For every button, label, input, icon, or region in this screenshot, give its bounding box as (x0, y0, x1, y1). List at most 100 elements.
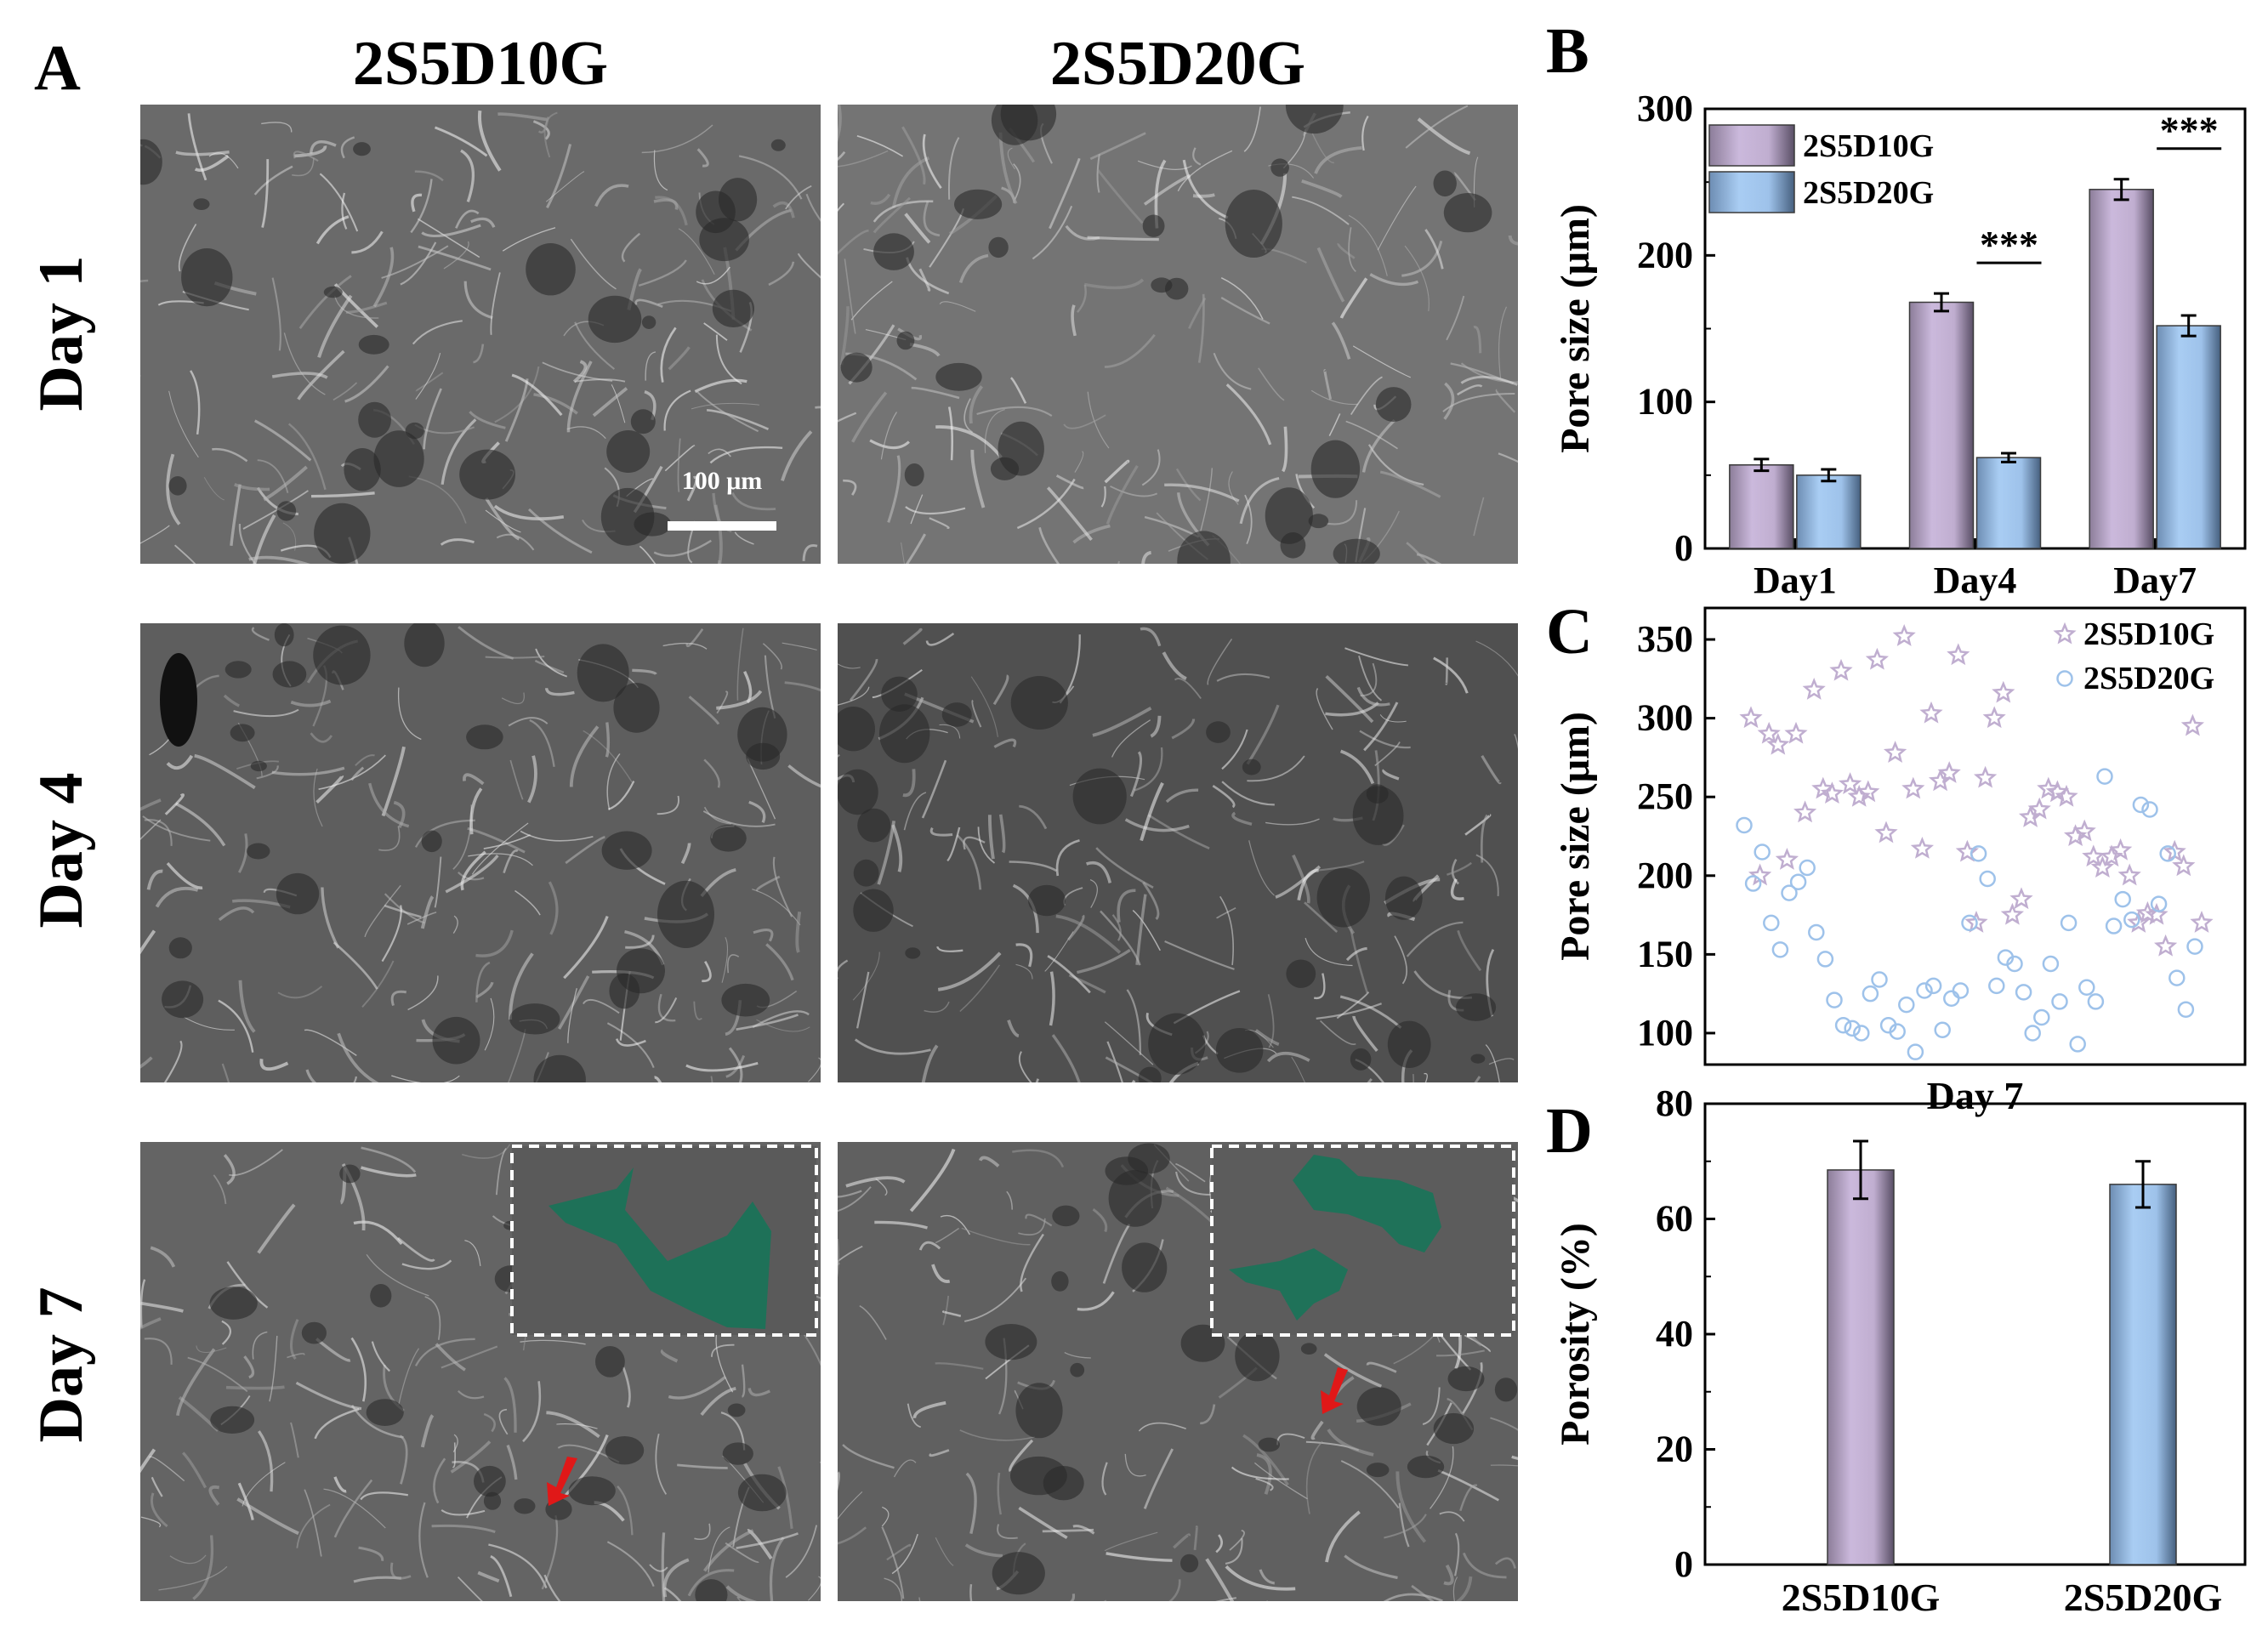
sem-image-2s5d10g-day7 (140, 1142, 821, 1601)
chart-c-point-2S5D10G-40 (2100, 844, 2123, 867)
chart-c-point-2S5D20G-37 (2069, 1036, 2086, 1053)
chart-b-bar-2S5D20G-Day4 (1975, 457, 2042, 549)
panel-label-d: D (1546, 1095, 1593, 1167)
chart-c-point-2S5D20G-34 (2042, 955, 2060, 973)
chart-c-point-2S5D20G-6 (1789, 873, 1807, 890)
chart-b-significance-label-1: *** (2160, 109, 2219, 152)
chart-c-point-2S5D20G-0 (1736, 816, 1753, 834)
chart-c-point-2S5D10G-42 (2117, 863, 2141, 886)
chart-c-point-2S5D10G-11 (1838, 772, 1862, 794)
chart-c-point-2S5D20G-2 (1754, 844, 1771, 861)
chart-c-point-2S5D20G-15 (1871, 971, 1888, 988)
chart-c-point-2S5D20G-31 (2015, 984, 2032, 1001)
chart-d-ylabel: Porosity (%) (1553, 1223, 1598, 1446)
red-arrow (547, 1457, 577, 1506)
column-title-2s5d20g: 2S5D20G (1049, 29, 1306, 99)
chart-c-point-2S5D20G-50 (2186, 938, 2203, 955)
chart-b-bar-2S5D20G-Day1 (1796, 474, 1862, 549)
chart-c-point-2S5D20G-39 (2087, 993, 2105, 1010)
chart-c-point-2S5D20G-43 (2123, 911, 2140, 929)
chart-c-point-2S5D20G-40 (2096, 768, 2113, 785)
chart-c-point-2S5D20G-48 (2169, 969, 2186, 986)
chart-d-bar-2S5D10G (1827, 1169, 1895, 1565)
chart-b-ytick-label-0: 0 (1674, 527, 1693, 569)
chart-c-point-2S5D10G-6 (1793, 800, 1817, 823)
chart-c-xlabel: Day 7 (1927, 1074, 2024, 1117)
chart-c-point-2S5D20G-30 (2006, 955, 2023, 973)
chart-c-ytick-label-0: 100 (1637, 1012, 1693, 1054)
chart-c-point-2S5D10G-18 (1901, 776, 1925, 799)
chart-d-ytick-label-4: 80 (1656, 1082, 1693, 1124)
chart-c-point-2S5D10G-34 (2045, 780, 2069, 803)
chart-c-point-2S5D20G-21 (1924, 977, 1942, 995)
chart-c-point-2S5D20G-10 (1826, 991, 1843, 1008)
chart-c-point-2S5D20G-26 (1970, 845, 1987, 862)
chart-d-xtick-label-1: 2S5D20G (2064, 1576, 2223, 1619)
scale-bar (668, 521, 776, 531)
chart-c-point-2S5D20G-18 (1898, 996, 1915, 1014)
chart-c-point-2S5D20G-45 (2141, 801, 2158, 818)
chart-c-point-2S5D10G-39 (2090, 855, 2114, 878)
chart-c-point-2S5D20G-13 (1853, 1025, 1870, 1042)
chart-c-point-2S5D10G-7 (1802, 678, 1826, 700)
chart-b-legend-swatch-0 (1708, 124, 1795, 167)
chart-d-xtick-label-0: 2S5D10G (1782, 1576, 1941, 1619)
chart-c-point-2S5D10G-8 (1811, 776, 1835, 799)
chart-c-ytick-label-3: 250 (1637, 775, 1693, 817)
chart-c-point-2S5D10G-29 (2000, 902, 2025, 925)
chart-c-point-2S5D20G-46 (2150, 895, 2168, 912)
sem-image-2s5d20g-day4 (838, 623, 1518, 1082)
chart-c-point-2S5D20G-44 (2132, 796, 2150, 814)
chart-d-ytick-label-3: 60 (1656, 1198, 1693, 1240)
chart-c-point-2S5D10G-12 (1847, 784, 1871, 807)
chart-b-xtick-label-0: Day1 (1754, 560, 1837, 601)
chart-c-point-2S5D10G-13 (1856, 780, 1880, 803)
scale-bar-label: 100 μm (682, 467, 763, 495)
chart-c-point-2S5D20G-25 (1961, 914, 1978, 932)
chart-c-point-2S5D20G-12 (1844, 1020, 1861, 1037)
chart-c-point-2S5D10G-10 (1829, 658, 1853, 681)
chart-c-point-2S5D10G-19 (1910, 837, 1935, 859)
chart-c-point-2S5D20G-9 (1816, 951, 1834, 968)
chart-c-point-2S5D20G-33 (2033, 1008, 2050, 1026)
inset-cell-highlight (510, 1145, 818, 1337)
chart-b-legend-label-1: 2S5D20G (1803, 175, 1934, 211)
chart-c-point-2S5D10G-28 (1992, 680, 2015, 703)
chart-b-ytick-label-3: 300 (1637, 88, 1693, 129)
chart-c-point-2S5D10G-0 (1739, 706, 1763, 729)
chart-c-point-2S5D10G-35 (2055, 784, 2078, 807)
chart-d-bar-2S5D20G (2109, 1184, 2177, 1565)
chart-c-point-2S5D10G-24 (1955, 839, 1980, 862)
chart-c-point-2S5D20G-19 (1907, 1043, 1924, 1060)
chart-c-point-2S5D10G-36 (2063, 824, 2088, 847)
chart-c-point-2S5D10G-5 (1784, 721, 1808, 744)
chart-c-legend-label-1: 2S5D20G (2083, 661, 2214, 696)
chart-c-point-2S5D10G-32 (2027, 797, 2051, 820)
chart-c-point-2S5D10G-9 (1820, 781, 1845, 804)
chart-c-point-2S5D20G-22 (1934, 1021, 1951, 1039)
chart-c-point-2S5D10G-27 (1982, 706, 2006, 729)
panel-label-b: B (1546, 15, 1589, 87)
chart-c-point-2S5D20G-36 (2060, 914, 2078, 932)
panel-label-c: C (1546, 596, 1593, 667)
chart-c-point-2S5D10G-45 (2145, 902, 2169, 925)
chart-b-bar-2S5D10G-Day1 (1729, 464, 1794, 549)
chart-c-point-2S5D20G-11 (1834, 1016, 1852, 1034)
chart-c-point-2S5D10G-3 (1766, 732, 1790, 755)
chart-c-point-2S5D10G-2 (1757, 721, 1781, 744)
chart-c-point-2S5D20G-8 (1808, 923, 1825, 941)
chart-b-xtick-label-1: Day4 (1934, 560, 2017, 601)
chart-c-ytick-label-5: 350 (1637, 618, 1693, 660)
chart-b-bar-2S5D10G-Day4 (1908, 301, 1975, 549)
chart-b-legend-swatch-1 (1708, 171, 1795, 213)
chart-d-ytick-label-2: 40 (1656, 1313, 1693, 1355)
chart-c-point-2S5D20G-4 (1771, 941, 1789, 958)
chart-c-point-2S5D20G-23 (1943, 990, 1960, 1007)
chart-c-point-2S5D20G-41 (2105, 917, 2123, 934)
chart-c-point-2S5D10G-41 (2108, 838, 2133, 861)
sem-image-2s5d10g-day1: 100 μm (140, 105, 821, 564)
chart-c-point-2S5D10G-20 (1919, 701, 1943, 724)
chart-b-ylabel: Pore size (μm) (1553, 204, 1598, 453)
chart-c-plot-frame (1703, 606, 2247, 1066)
